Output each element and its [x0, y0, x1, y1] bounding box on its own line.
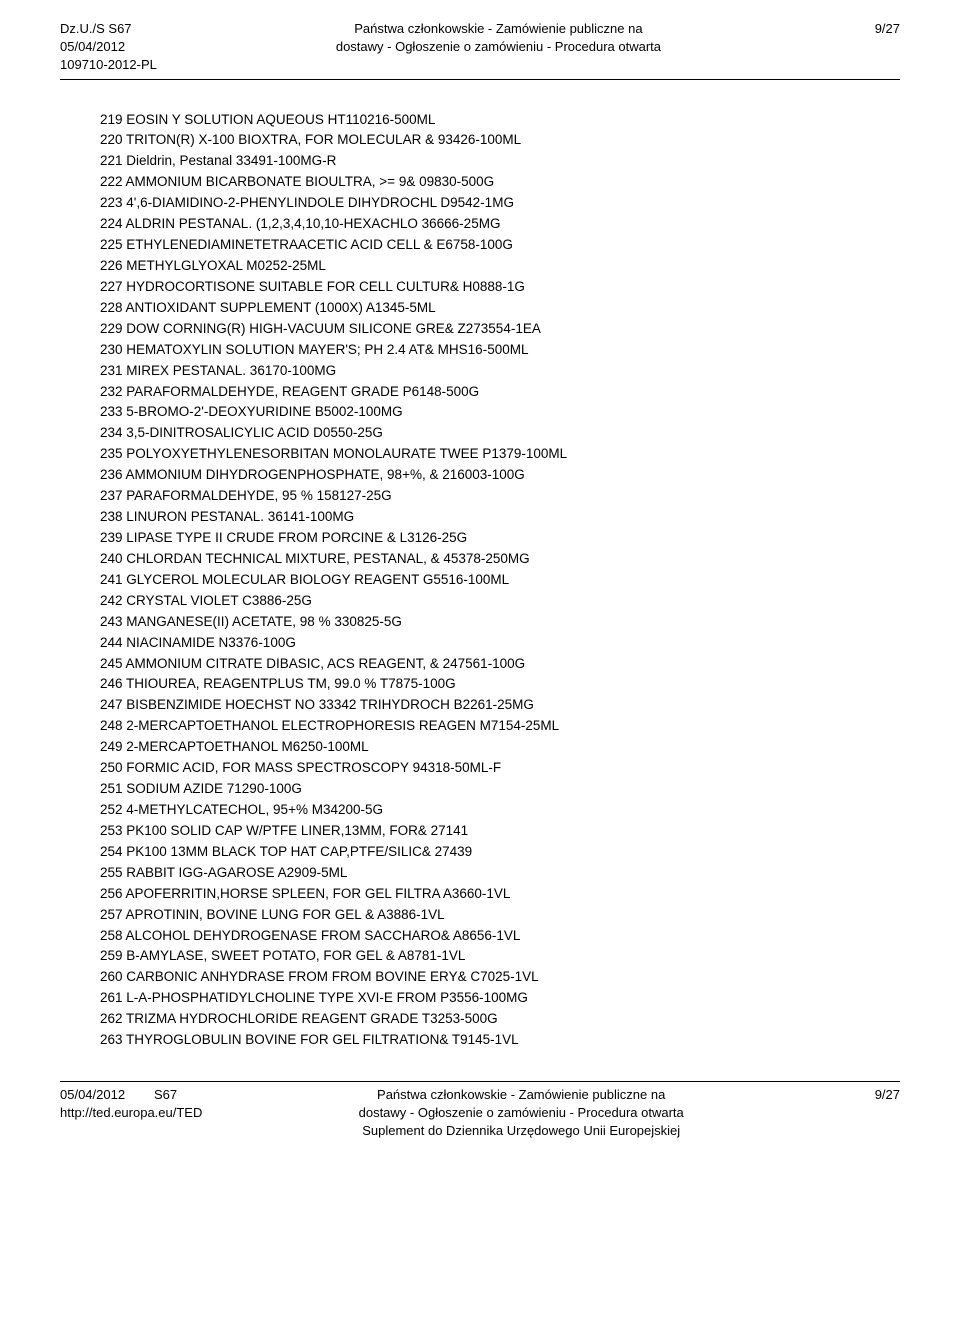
- list-item: 233 5-BROMO-2'-DEOXYURIDINE B5002-100MG: [100, 402, 900, 423]
- header-right: 9/27: [840, 20, 900, 38]
- list-item: 225 ETHYLENEDIAMINETETRAACETIC ACID CELL…: [100, 235, 900, 256]
- list-item: 232 PARAFORMALDEHYDE, REAGENT GRADE P614…: [100, 382, 900, 403]
- list-item: 219 EOSIN Y SOLUTION AQUEOUS HT110216-50…: [100, 110, 900, 131]
- header-date: 05/04/2012: [60, 38, 157, 56]
- list-item: 226 METHYLGLYOXAL M0252-25ML: [100, 256, 900, 277]
- list-item: 250 FORMIC ACID, FOR MASS SPECTROSCOPY 9…: [100, 758, 900, 779]
- page-number-bottom: 9/27: [840, 1086, 900, 1104]
- header-center: Państwa członkowskie - Zamówienie public…: [157, 20, 840, 56]
- header-title-1: Państwa członkowskie - Zamówienie public…: [157, 20, 840, 38]
- list-item: 263 THYROGLOBULIN BOVINE FOR GEL FILTRAT…: [100, 1030, 900, 1051]
- footer-title-3: Suplement do Dziennika Urzędowego Unii E…: [202, 1122, 840, 1140]
- list-item: 244 NIACINAMIDE N3376-100G: [100, 633, 900, 654]
- list-item: 258 ALCOHOL DEHYDROGENASE FROM SACCHARO&…: [100, 926, 900, 947]
- list-item: 239 LIPASE TYPE II CRUDE FROM PORCINE & …: [100, 528, 900, 549]
- list-item: 256 APOFERRITIN,HORSE SPLEEN, FOR GEL FI…: [100, 884, 900, 905]
- page-container: Dz.U./S S67 05/04/2012 109710-2012-PL Pa…: [0, 0, 960, 1171]
- list-item: 228 ANTIOXIDANT SUPPLEMENT (1000X) A1345…: [100, 298, 900, 319]
- list-item: 240 CHLORDAN TECHNICAL MIXTURE, PESTANAL…: [100, 549, 900, 570]
- list-item: 257 APROTININ, BOVINE LUNG FOR GEL & A38…: [100, 905, 900, 926]
- footer-issue: S67: [154, 1087, 177, 1102]
- footer-divider: [60, 1081, 900, 1082]
- list-item: 253 PK100 SOLID CAP W/PTFE LINER,13MM, F…: [100, 821, 900, 842]
- list-item: 248 2-MERCAPTOETHANOL ELECTROPHORESIS RE…: [100, 716, 900, 737]
- footer-title-2: dostawy - Ogłoszenie o zamówieniu - Proc…: [202, 1104, 840, 1122]
- list-item: 235 POLYOXYETHYLENESORBITAN MONOLAURATE …: [100, 444, 900, 465]
- footer-date-line: 05/04/2012 S67: [60, 1086, 202, 1104]
- list-item: 252 4-METHYLCATECHOL, 95+% M34200-5G: [100, 800, 900, 821]
- page-footer: 05/04/2012 S67 http://ted.europa.eu/TED …: [60, 1081, 900, 1141]
- header-title-2: dostawy - Ogłoszenie o zamówieniu - Proc…: [157, 38, 840, 56]
- header-left: Dz.U./S S67 05/04/2012 109710-2012-PL: [60, 20, 157, 75]
- list-item: 255 RABBIT IGG-AGAROSE A2909-5ML: [100, 863, 900, 884]
- footer-date: 05/04/2012: [60, 1087, 125, 1102]
- footer-title-1: Państwa członkowskie - Zamówienie public…: [202, 1086, 840, 1104]
- item-list: 219 EOSIN Y SOLUTION AQUEOUS HT110216-50…: [60, 110, 900, 1051]
- list-item: 236 AMMONIUM DIHYDROGENPHOSPHATE, 98+%, …: [100, 465, 900, 486]
- footer-right: 9/27: [840, 1086, 900, 1104]
- list-item: 229 DOW CORNING(R) HIGH-VACUUM SILICONE …: [100, 319, 900, 340]
- list-item: 262 TRIZMA HYDROCHLORIDE REAGENT GRADE T…: [100, 1009, 900, 1030]
- list-item: 222 AMMONIUM BICARBONATE BIOULTRA, >= 9&…: [100, 172, 900, 193]
- list-item: 238 LINURON PESTANAL. 36141-100MG: [100, 507, 900, 528]
- list-item: 231 MIREX PESTANAL. 36170-100MG: [100, 361, 900, 382]
- header-id: 109710-2012-PL: [60, 56, 157, 74]
- footer-left: 05/04/2012 S67 http://ted.europa.eu/TED: [60, 1086, 202, 1122]
- header-ref: Dz.U./S S67: [60, 20, 157, 38]
- list-item: 243 MANGANESE(II) ACETATE, 98 % 330825-5…: [100, 612, 900, 633]
- list-item: 247 BISBENZIMIDE HOECHST NO 33342 TRIHYD…: [100, 695, 900, 716]
- list-item: 254 PK100 13MM BLACK TOP HAT CAP,PTFE/SI…: [100, 842, 900, 863]
- footer-url: http://ted.europa.eu/TED: [60, 1104, 202, 1122]
- list-item: 223 4',6-DIAMIDINO-2-PHENYLINDOLE DIHYDR…: [100, 193, 900, 214]
- list-item: 259 B-AMYLASE, SWEET POTATO, FOR GEL & A…: [100, 946, 900, 967]
- list-item: 224 ALDRIN PESTANAL. (1,2,3,4,10,10-HEXA…: [100, 214, 900, 235]
- list-item: 242 CRYSTAL VIOLET C3886-25G: [100, 591, 900, 612]
- list-item: 245 AMMONIUM CITRATE DIBASIC, ACS REAGEN…: [100, 654, 900, 675]
- list-item: 230 HEMATOXYLIN SOLUTION MAYER'S; PH 2.4…: [100, 340, 900, 361]
- list-item: 220 TRITON(R) X-100 BIOXTRA, FOR MOLECUL…: [100, 130, 900, 151]
- page-number-top: 9/27: [840, 20, 900, 38]
- list-item: 251 SODIUM AZIDE 71290-100G: [100, 779, 900, 800]
- list-item: 260 CARBONIC ANHYDRASE FROM FROM BOVINE …: [100, 967, 900, 988]
- list-item: 241 GLYCEROL MOLECULAR BIOLOGY REAGENT G…: [100, 570, 900, 591]
- header-divider: [60, 79, 900, 80]
- list-item: 221 Dieldrin, Pestanal 33491-100MG-R: [100, 151, 900, 172]
- page-header: Dz.U./S S67 05/04/2012 109710-2012-PL Pa…: [60, 20, 900, 75]
- list-item: 237 PARAFORMALDEHYDE, 95 % 158127-25G: [100, 486, 900, 507]
- list-item: 261 L-A-PHOSPHATIDYLCHOLINE TYPE XVI-E F…: [100, 988, 900, 1009]
- footer-center: Państwa członkowskie - Zamówienie public…: [202, 1086, 840, 1141]
- list-item: 227 HYDROCORTISONE SUITABLE FOR CELL CUL…: [100, 277, 900, 298]
- list-item: 249 2-MERCAPTOETHANOL M6250-100ML: [100, 737, 900, 758]
- list-item: 234 3,5-DINITROSALICYLIC ACID D0550-25G: [100, 423, 900, 444]
- list-item: 246 THIOUREA, REAGENTPLUS TM, 99.0 % T78…: [100, 674, 900, 695]
